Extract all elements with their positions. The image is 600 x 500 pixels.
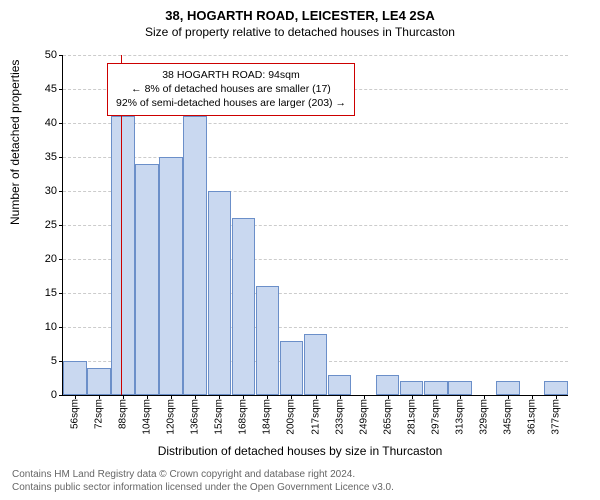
- x-tick-mark: [195, 395, 196, 399]
- gridline: [63, 123, 568, 124]
- histogram-bar: [111, 116, 135, 395]
- x-tick-label: 184sqm: [262, 395, 273, 435]
- histogram-bar: [448, 381, 472, 395]
- histogram-bar: [376, 375, 400, 395]
- x-tick-label: 233sqm: [334, 395, 345, 435]
- chart-title-main: 38, HOGARTH ROAD, LEICESTER, LE4 2SA: [0, 0, 600, 23]
- histogram-bar: [63, 361, 87, 395]
- histogram-bar: [159, 157, 183, 395]
- x-tick-label: 265sqm: [382, 395, 393, 435]
- histogram-bar: [304, 334, 328, 395]
- x-tick-label: 56sqm: [70, 395, 81, 429]
- histogram-bar: [280, 341, 304, 395]
- x-tick-mark: [388, 395, 389, 399]
- annotation-line: 92% of semi-detached houses are larger (…: [116, 96, 346, 110]
- histogram-bar: [256, 286, 280, 395]
- x-tick-label: 217sqm: [310, 395, 321, 435]
- histogram-bar: [135, 164, 159, 395]
- x-tick-label: 281sqm: [406, 395, 417, 435]
- y-tick-mark: [59, 293, 63, 294]
- histogram-bar: [232, 218, 256, 395]
- y-tick-mark: [59, 327, 63, 328]
- x-tick-mark: [219, 395, 220, 399]
- x-tick-mark: [436, 395, 437, 399]
- y-tick-mark: [59, 123, 63, 124]
- histogram-bar: [87, 368, 111, 395]
- x-tick-label: 152sqm: [214, 395, 225, 435]
- y-tick-mark: [59, 259, 63, 260]
- x-tick-mark: [508, 395, 509, 399]
- x-tick-mark: [291, 395, 292, 399]
- x-tick-mark: [364, 395, 365, 399]
- x-tick-mark: [267, 395, 268, 399]
- x-tick-mark: [460, 395, 461, 399]
- histogram-bar: [208, 191, 232, 395]
- y-tick-mark: [59, 191, 63, 192]
- x-tick-mark: [556, 395, 557, 399]
- histogram-bar: [496, 381, 520, 395]
- y-tick-mark: [59, 157, 63, 158]
- x-tick-mark: [123, 395, 124, 399]
- x-tick-mark: [75, 395, 76, 399]
- x-tick-label: 136sqm: [190, 395, 201, 435]
- histogram-bar: [544, 381, 568, 395]
- x-tick-label: 345sqm: [502, 395, 513, 435]
- x-tick-mark: [171, 395, 172, 399]
- x-tick-mark: [484, 395, 485, 399]
- x-tick-label: 104sqm: [142, 395, 153, 435]
- y-tick-mark: [59, 55, 63, 56]
- x-tick-label: 200sqm: [286, 395, 297, 435]
- plot: 0510152025303540455056sqm72sqm88sqm104sq…: [62, 55, 568, 396]
- x-tick-mark: [532, 395, 533, 399]
- footer-line-2: Contains public sector information licen…: [12, 481, 394, 494]
- x-tick-mark: [412, 395, 413, 399]
- y-tick-mark: [59, 225, 63, 226]
- footer: Contains HM Land Registry data © Crown c…: [12, 468, 394, 494]
- x-tick-mark: [243, 395, 244, 399]
- x-axis-label: Distribution of detached houses by size …: [0, 444, 600, 458]
- x-tick-label: 313sqm: [454, 395, 465, 435]
- x-tick-label: 377sqm: [550, 395, 561, 435]
- y-tick-mark: [59, 89, 63, 90]
- x-tick-label: 120sqm: [166, 395, 177, 435]
- x-tick-label: 361sqm: [526, 395, 537, 435]
- histogram-bar: [183, 116, 207, 395]
- gridline: [63, 157, 568, 158]
- histogram-bar: [328, 375, 352, 395]
- x-tick-mark: [340, 395, 341, 399]
- chart-area: 0510152025303540455056sqm72sqm88sqm104sq…: [62, 55, 567, 395]
- y-axis-label: Number of detached properties: [8, 60, 22, 225]
- chart-title-sub: Size of property relative to detached ho…: [0, 23, 600, 39]
- x-tick-label: 168sqm: [238, 395, 249, 435]
- histogram-bar: [424, 381, 448, 395]
- x-tick-mark: [147, 395, 148, 399]
- y-tick-mark: [59, 395, 63, 396]
- x-tick-label: 72sqm: [94, 395, 105, 429]
- annotation-box: 38 HOGARTH ROAD: 94sqm← 8% of detached h…: [107, 63, 355, 116]
- x-tick-label: 297sqm: [430, 395, 441, 435]
- annotation-line: ← 8% of detached houses are smaller (17): [116, 82, 346, 96]
- footer-line-1: Contains HM Land Registry data © Crown c…: [12, 468, 394, 481]
- histogram-bar: [400, 381, 424, 395]
- x-tick-label: 329sqm: [478, 395, 489, 435]
- x-tick-label: 249sqm: [358, 395, 369, 435]
- gridline: [63, 55, 568, 56]
- annotation-line: 38 HOGARTH ROAD: 94sqm: [116, 68, 346, 82]
- x-tick-mark: [316, 395, 317, 399]
- x-tick-mark: [99, 395, 100, 399]
- x-tick-label: 88sqm: [118, 395, 129, 429]
